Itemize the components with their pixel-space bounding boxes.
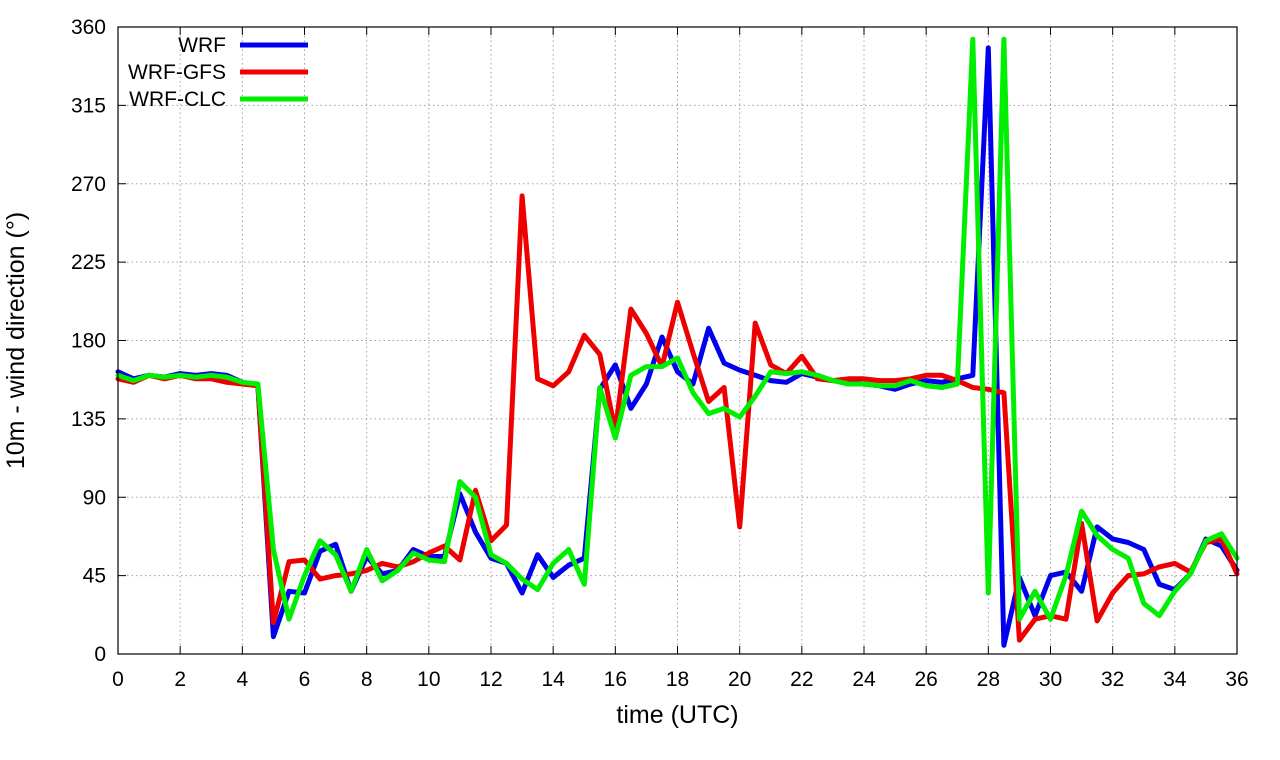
x-tick-label: 6 (299, 668, 311, 691)
x-axis-title: time (UTC) (616, 701, 738, 729)
legend-label: WRF (178, 34, 226, 57)
series-line-3 (115, 36, 1240, 622)
y-tick-label: 90 (83, 486, 106, 509)
y-tick-label: 315 (71, 94, 106, 117)
legend-label: WRF-GFS (128, 61, 226, 84)
x-tick-label: 10 (417, 668, 440, 691)
y-tick-label: 360 (71, 16, 106, 39)
x-tick-label: 12 (479, 668, 502, 691)
legend-label: WRF-CLC (129, 88, 226, 111)
x-tick-label: 16 (604, 668, 627, 691)
x-tick-label: 2 (174, 668, 186, 691)
x-tick-label: 22 (790, 668, 813, 691)
x-tick-label: 28 (977, 668, 1000, 691)
x-tick-label: 36 (1225, 668, 1248, 691)
x-tick-labels: 0 2 4 6 8 10 12 14 16 18 20 22 24 26 28 30 32 34 36 (112, 668, 1249, 691)
x-tick-label: 32 (1101, 668, 1124, 691)
y-tick-label: 0 (94, 643, 106, 666)
x-tick-label: 14 (541, 668, 565, 691)
x-tick-label: 0 (112, 668, 124, 691)
x-tick-label: 20 (728, 668, 751, 691)
x-tick-label: 26 (914, 668, 937, 691)
y-tick-label: 45 (83, 565, 106, 588)
x-tick-label: 4 (236, 668, 248, 691)
x-tick-label: 24 (852, 668, 876, 691)
x-tick-label: 30 (1039, 668, 1062, 691)
x-tick-label: 18 (666, 668, 689, 691)
y-tick-label: 225 (71, 251, 106, 274)
y-axis-title: 10m - wind direction (°) (2, 212, 30, 469)
plot-frame (117, 26, 1238, 655)
y-tick-label: 180 (71, 330, 106, 353)
y-tick-label: 270 (71, 173, 106, 196)
grid-lines (118, 27, 1237, 654)
x-tick-label: 8 (361, 668, 373, 691)
series-lines (115, 36, 1240, 648)
legend: WRF WRF-GFS WRF-CLC (128, 34, 308, 111)
x-tick-label: 34 (1163, 668, 1187, 691)
y-tick-label: 135 (71, 408, 106, 431)
y-tick-labels: 0 45 90 135 180 225 270 315 360 (71, 16, 106, 666)
series-line-1 (115, 45, 1240, 648)
